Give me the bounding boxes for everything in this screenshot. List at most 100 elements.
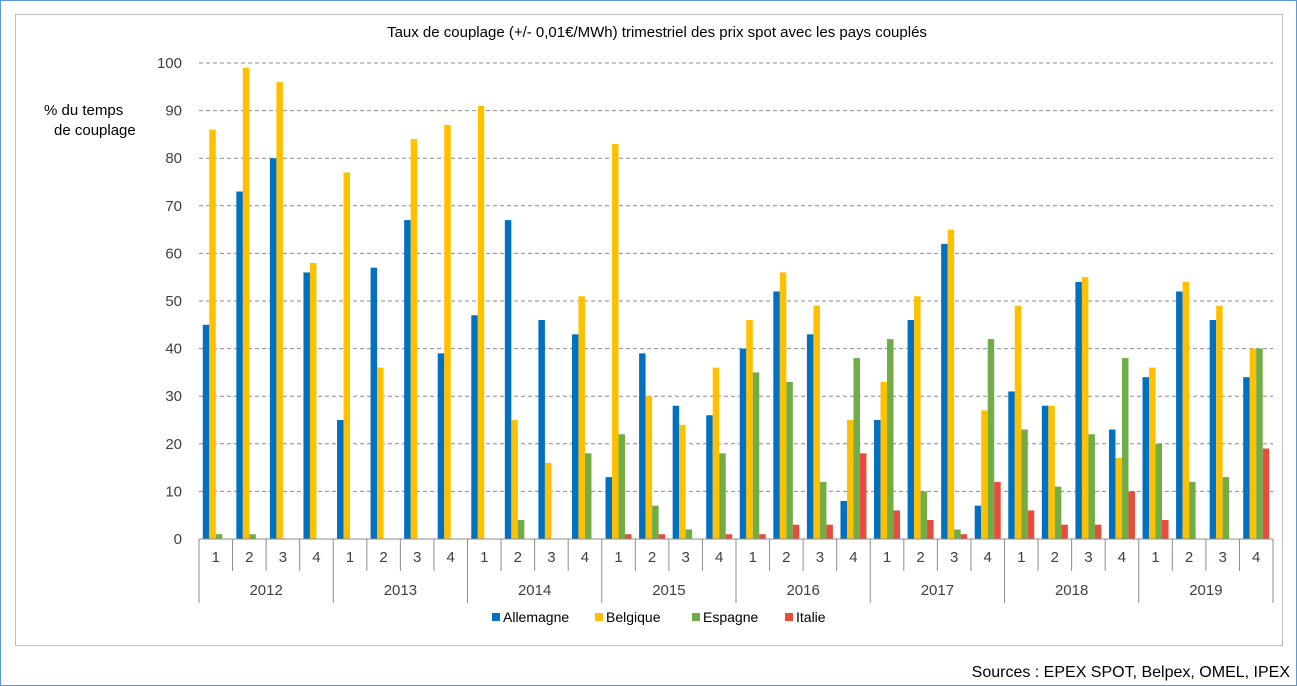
bar-espagne bbox=[954, 529, 961, 539]
quarter-label: 3 bbox=[681, 549, 689, 566]
y-tick-label: 0 bbox=[174, 531, 182, 548]
bar-belgique bbox=[1249, 348, 1257, 539]
quarter-label: 2 bbox=[514, 549, 522, 566]
bar-belgique bbox=[1216, 305, 1223, 539]
bar-italie bbox=[792, 524, 800, 539]
bar-italie bbox=[893, 510, 901, 539]
quarter-label: 2 bbox=[245, 549, 253, 566]
quarter-label: 3 bbox=[547, 549, 555, 566]
legend-swatch-italie bbox=[785, 613, 793, 621]
y-tick-label: 30 bbox=[165, 388, 182, 405]
bar-espagne bbox=[1088, 434, 1095, 539]
legend: Allemagne Belgique Espagne Italie bbox=[492, 609, 826, 625]
gridlines bbox=[199, 62, 1273, 492]
bar-allemagne bbox=[437, 353, 445, 539]
bar-belgique bbox=[1182, 281, 1190, 539]
quarter-label: 1 bbox=[346, 549, 354, 566]
year-label: 2016 bbox=[786, 582, 819, 599]
bar-belgique bbox=[1149, 367, 1156, 539]
quarter-label: 4 bbox=[715, 549, 723, 566]
legend-label-italie: Italie bbox=[796, 609, 826, 625]
y-tick-label: 60 bbox=[165, 245, 182, 262]
quarter-label: 1 bbox=[212, 549, 220, 566]
bar-allemagne bbox=[303, 272, 310, 539]
legend-label-espagne: Espagne bbox=[703, 609, 758, 625]
year-label: 2017 bbox=[921, 582, 954, 599]
bar-allemagne bbox=[370, 267, 378, 539]
quarter-label: 1 bbox=[480, 549, 488, 566]
source-note: Sources : EPEX SPOT, Belpex, OMEL, IPEX bbox=[971, 664, 1290, 681]
quarter-label: 3 bbox=[413, 549, 421, 566]
bar-espagne bbox=[1256, 348, 1263, 539]
bar-belgique bbox=[813, 305, 820, 539]
quarter-label: 3 bbox=[279, 549, 287, 566]
quarter-label: 4 bbox=[1252, 549, 1260, 566]
bar-espagne bbox=[1054, 486, 1062, 539]
y-axis-label-line-1: % du temps bbox=[44, 102, 123, 119]
y-tick-label: 100 bbox=[157, 55, 182, 72]
bar-allemagne bbox=[337, 420, 344, 539]
bar-belgique bbox=[914, 296, 921, 539]
bar-belgique bbox=[712, 367, 720, 539]
bar-italie bbox=[1094, 524, 1102, 539]
legend-swatch-belgique bbox=[595, 613, 603, 621]
quarter-label: 1 bbox=[749, 549, 757, 566]
quarter-label: 4 bbox=[984, 549, 992, 566]
bar-allemagne bbox=[1209, 320, 1217, 539]
quarter-label: 4 bbox=[312, 549, 320, 566]
quarter-label: 1 bbox=[1151, 549, 1159, 566]
bar-espagne bbox=[819, 481, 827, 539]
legend-label-allemagne: Allemagne bbox=[503, 609, 569, 625]
y-tick-label: 50 bbox=[165, 293, 182, 310]
bar-allemagne bbox=[236, 191, 243, 539]
bar-allemagne bbox=[404, 220, 411, 539]
quarter-label: 3 bbox=[816, 549, 824, 566]
bar-italie bbox=[1061, 524, 1068, 539]
year-label: 2013 bbox=[384, 582, 417, 599]
bar-allemagne bbox=[806, 334, 814, 539]
y-axis-ticks: 0 10 20 30 40 50 60 70 80 90 100 bbox=[157, 55, 182, 548]
bar-espagne bbox=[652, 505, 659, 539]
bar-belgique bbox=[242, 67, 250, 539]
bar-belgique bbox=[679, 424, 686, 539]
bar-allemagne bbox=[706, 415, 713, 539]
bar-allemagne bbox=[1243, 377, 1250, 539]
legend-label-belgique: Belgique bbox=[606, 609, 661, 625]
legend-swatch-allemagne bbox=[492, 613, 500, 621]
bar-belgique bbox=[1048, 405, 1055, 539]
bar-belgique bbox=[377, 367, 384, 539]
bar-italie bbox=[960, 534, 968, 539]
bar-espagne bbox=[887, 339, 894, 539]
quarter-label: 1 bbox=[1017, 549, 1025, 566]
bar-allemagne bbox=[571, 334, 579, 539]
bar-italie bbox=[859, 453, 867, 539]
bar-belgique bbox=[981, 410, 988, 539]
bar-italie bbox=[826, 524, 833, 539]
bar-allemagne bbox=[1041, 405, 1049, 539]
bar-belgique bbox=[578, 296, 585, 539]
bar-allemagne bbox=[269, 158, 277, 539]
bar-allemagne bbox=[1142, 377, 1150, 539]
bar-italie bbox=[927, 519, 934, 539]
year-label: 2018 bbox=[1055, 582, 1088, 599]
bar-espagne bbox=[618, 434, 626, 539]
bar-belgique bbox=[444, 124, 451, 539]
chart-title: Taux de couplage (+/- 0,01€/MWh) trimest… bbox=[387, 24, 927, 41]
bar-italie bbox=[1262, 448, 1270, 539]
bar-belgique bbox=[746, 320, 753, 539]
bar-espagne bbox=[1189, 481, 1196, 539]
bar-belgique bbox=[645, 396, 653, 539]
chart-area: Taux de couplage (+/- 0,01€/MWh) trimest… bbox=[15, 14, 1283, 646]
bar-italie bbox=[1162, 519, 1169, 539]
quarter-label: 4 bbox=[447, 549, 455, 566]
bar-allemagne bbox=[874, 420, 881, 539]
quarter-label: 4 bbox=[849, 549, 857, 566]
bar-espagne bbox=[1155, 443, 1163, 539]
quarter-label: 1 bbox=[614, 549, 622, 566]
bar-allemagne bbox=[605, 477, 613, 539]
bar-belgique bbox=[343, 172, 351, 540]
bar-espagne bbox=[719, 453, 726, 539]
bar-belgique bbox=[1014, 305, 1022, 539]
bar-belgique bbox=[477, 105, 485, 539]
bar-belgique bbox=[309, 262, 317, 539]
